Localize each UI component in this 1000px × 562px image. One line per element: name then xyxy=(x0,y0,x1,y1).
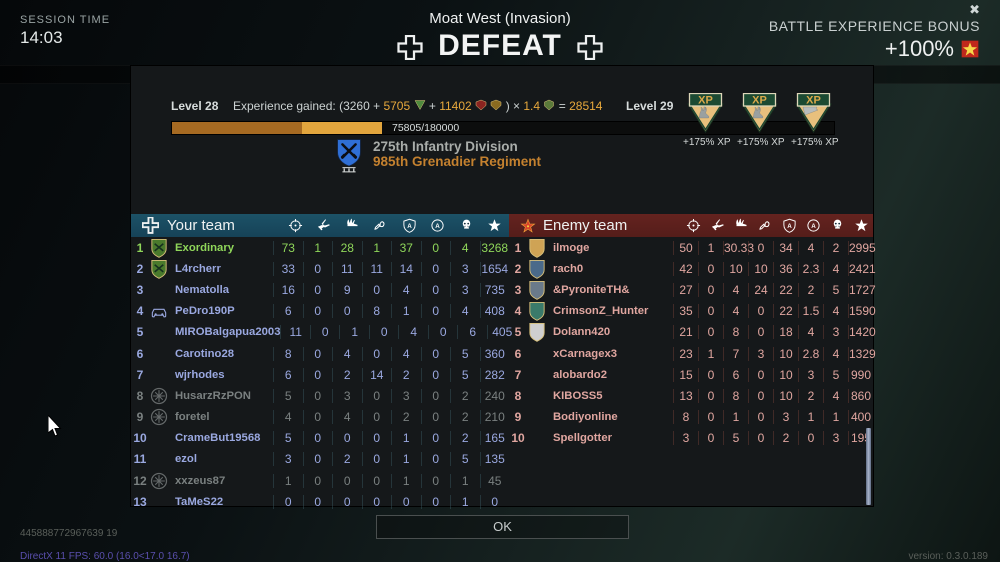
svg-text:A: A xyxy=(811,223,816,230)
svg-text:XP: XP xyxy=(752,94,767,106)
svg-text:A: A xyxy=(407,223,412,230)
svg-text:A: A xyxy=(435,223,440,230)
svg-text:XP: XP xyxy=(806,94,821,106)
svg-text:XP: XP xyxy=(698,94,713,106)
svg-text:A: A xyxy=(787,223,792,230)
